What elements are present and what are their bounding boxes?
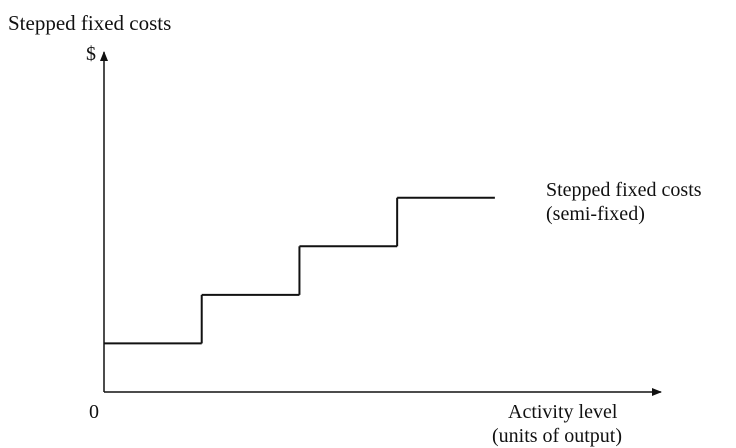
series-label-line1: Stepped fixed costs: [546, 179, 702, 201]
y-axis-label: $: [86, 43, 96, 65]
origin-label: 0: [89, 401, 99, 423]
chart-title: Stepped fixed costs: [8, 11, 171, 35]
x-axis-label-line1: Activity level: [508, 401, 618, 423]
series-label-line2: (semi-fixed): [546, 203, 645, 225]
series-stepped-fixed-costs: [104, 196, 495, 345]
x-axis-label-line2: (units of output): [492, 425, 622, 447]
